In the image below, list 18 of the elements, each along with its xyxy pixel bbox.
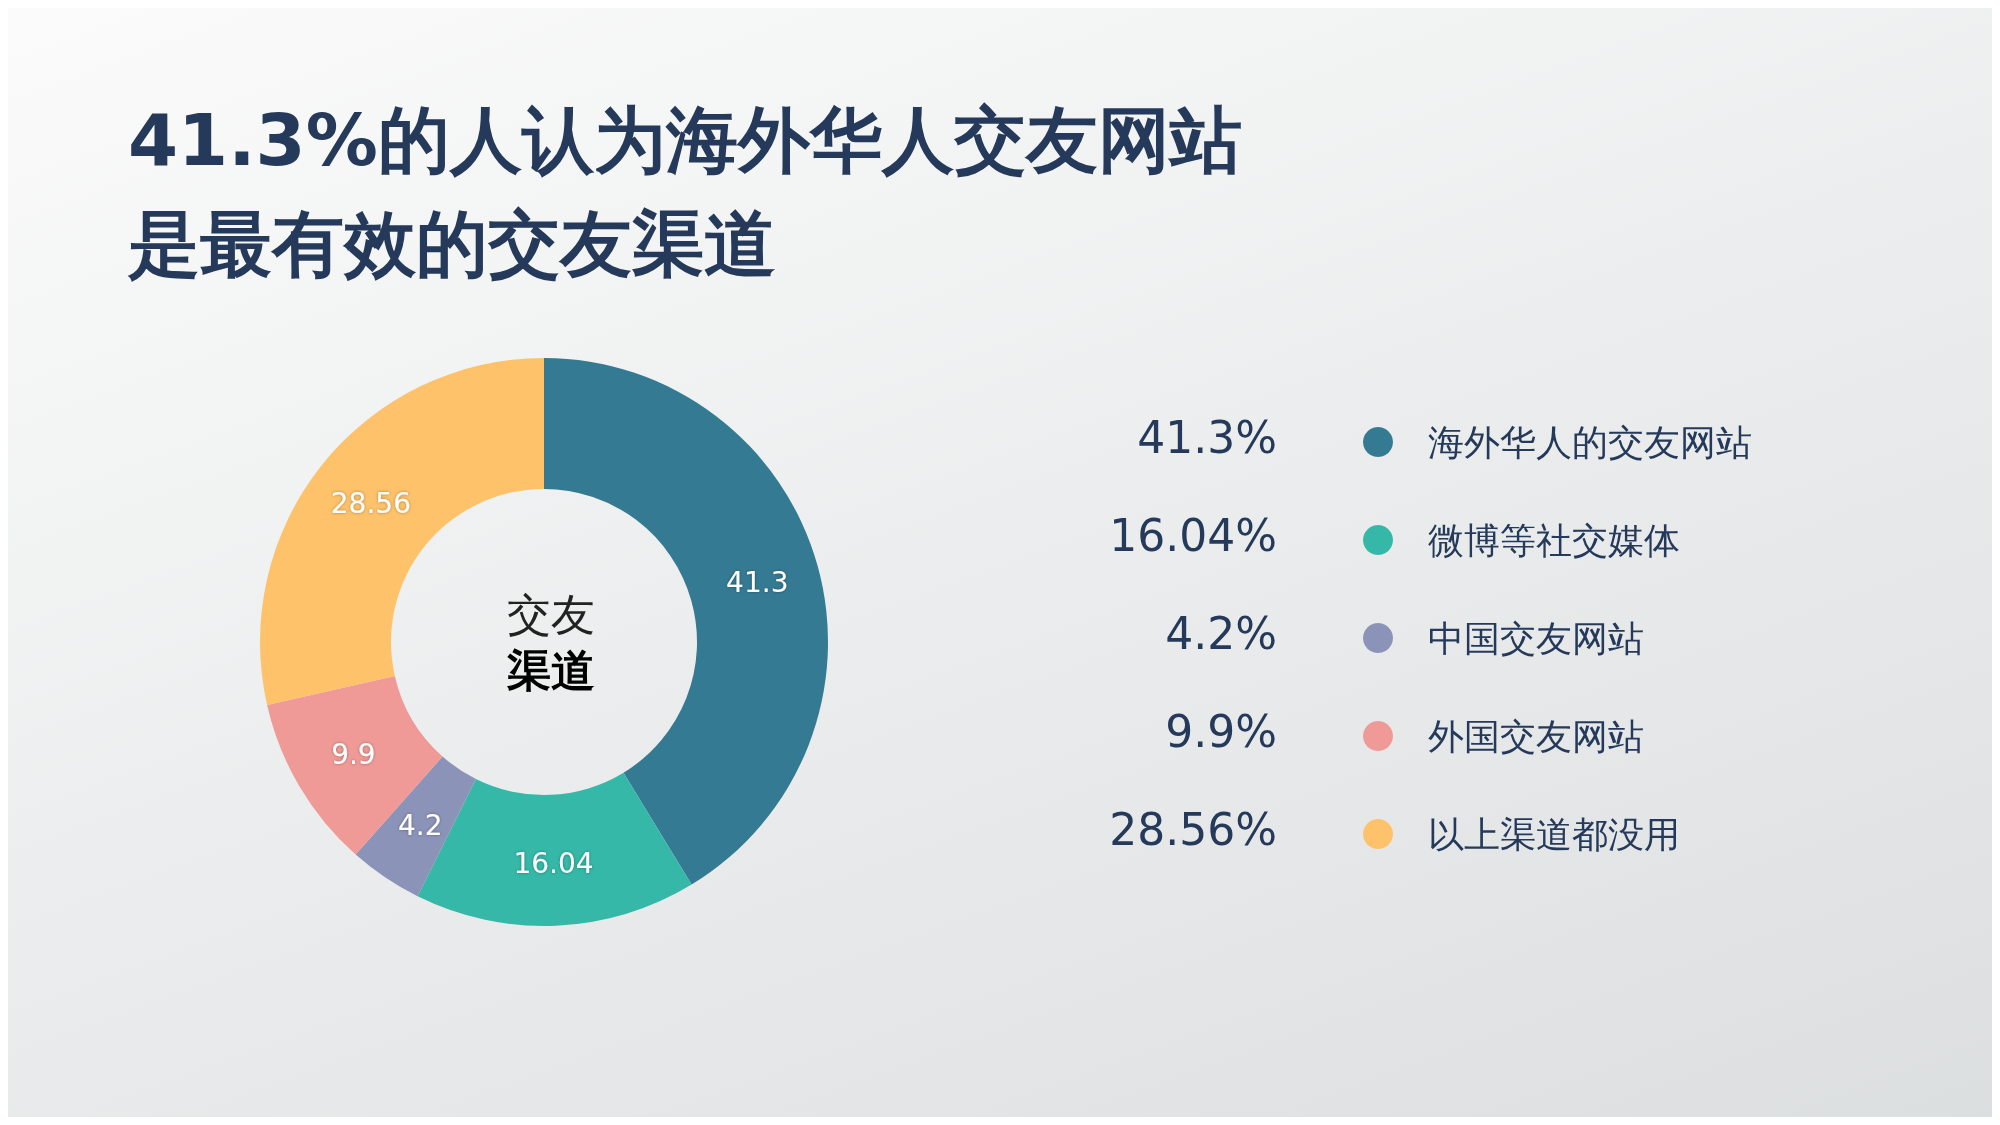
text: 渠道 — [506, 644, 595, 696]
legend-label: 外国交友网站 — [1428, 715, 1644, 757]
text: 41.3% — [1137, 411, 1277, 463]
data-label: 41.3 — [726, 565, 789, 599]
legend-label: 微博等社交媒体 — [1428, 519, 1680, 561]
data-label: 9.9 — [331, 738, 376, 772]
text: 9.9% — [1165, 705, 1277, 757]
chart-title: 41.3%的人认为海外华人交友网站是最有效的交友渠道 — [127, 98, 1242, 286]
legend-label: 以上渠道都没用 — [1428, 813, 1680, 855]
text: 16.04% — [1109, 509, 1277, 561]
text: 28.56% — [1109, 803, 1277, 855]
text: 交友 — [507, 588, 595, 640]
data-label: 28.56 — [330, 487, 411, 521]
data-label: 16.04 — [513, 846, 594, 880]
legend-label: 海外华人的交友网站 — [1428, 421, 1752, 463]
text: 4.2% — [1165, 607, 1277, 659]
legend-label: 中国交友网站 — [1428, 617, 1644, 659]
data-label: 4.2 — [397, 809, 443, 843]
